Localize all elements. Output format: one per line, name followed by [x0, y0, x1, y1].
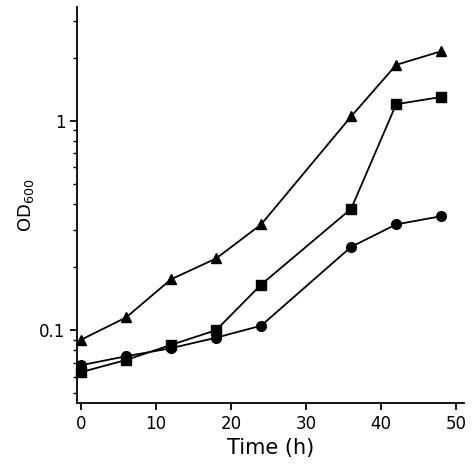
X-axis label: Time (h): Time (h): [227, 438, 314, 458]
Y-axis label: OD$_{600}$: OD$_{600}$: [17, 178, 36, 232]
